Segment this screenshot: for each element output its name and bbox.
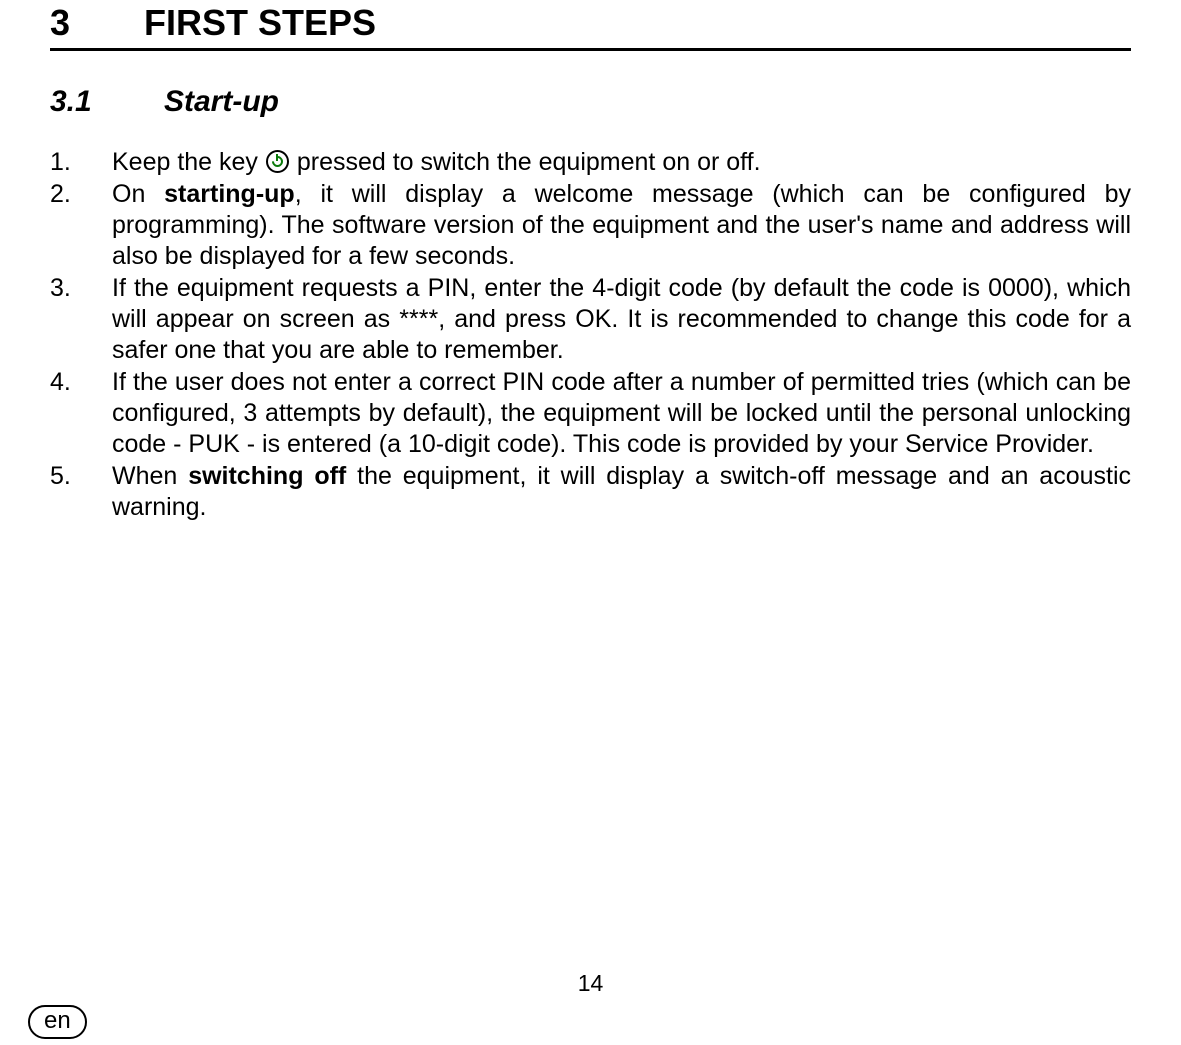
step-number: 1. xyxy=(50,147,112,178)
step-number: 3. xyxy=(50,273,112,366)
subsection-heading: 3.1Start-up xyxy=(50,85,1131,119)
step-text: When xyxy=(112,462,188,490)
step-body: When switching off the equipment, it wil… xyxy=(112,461,1131,523)
step-text: If the user does not enter a correct PIN… xyxy=(112,368,1131,458)
bold-text: starting-up xyxy=(164,180,295,208)
list-item: 4. If the user does not enter a correct … xyxy=(50,367,1131,461)
list-item: 2. On starting-up, it will display a wel… xyxy=(50,179,1131,273)
step-text: If the equipment requests a PIN, enter t… xyxy=(112,274,1131,364)
document-page: 3FIRST STEPS 3.1Start-up 1. Keep the key… xyxy=(0,0,1181,1045)
step-text: Keep the key xyxy=(112,148,265,176)
section-title: FIRST STEPS xyxy=(144,2,376,43)
section-number: 3 xyxy=(50,2,144,44)
page-number: 14 xyxy=(0,970,1181,997)
subsection-number: 3.1 xyxy=(50,85,164,119)
steps-list: 1. Keep the key pressed to switch the eq… xyxy=(50,147,1131,524)
language-badge: en xyxy=(28,1005,87,1039)
list-item: 3. If the equipment requests a PIN, ente… xyxy=(50,273,1131,367)
step-text: pressed to switch the equipment on or of… xyxy=(290,148,761,176)
power-icon xyxy=(266,150,289,173)
step-number: 2. xyxy=(50,179,112,272)
step-number: 4. xyxy=(50,367,112,460)
step-body: If the user does not enter a correct PIN… xyxy=(112,367,1131,460)
step-text: On xyxy=(112,180,164,208)
list-item: 5. When switching off the equipment, it … xyxy=(50,461,1131,524)
step-body: On starting-up, it will display a welcom… xyxy=(112,179,1131,272)
section-heading: 3FIRST STEPS xyxy=(50,0,1131,48)
step-body: If the equipment requests a PIN, enter t… xyxy=(112,273,1131,366)
step-number: 5. xyxy=(50,461,112,523)
list-item: 1. Keep the key pressed to switch the eq… xyxy=(50,147,1131,179)
step-body: Keep the key pressed to switch the equip… xyxy=(112,147,1131,178)
section-rule xyxy=(50,48,1131,51)
subsection-title: Start-up xyxy=(164,85,279,118)
bold-text: switching off xyxy=(188,462,346,490)
